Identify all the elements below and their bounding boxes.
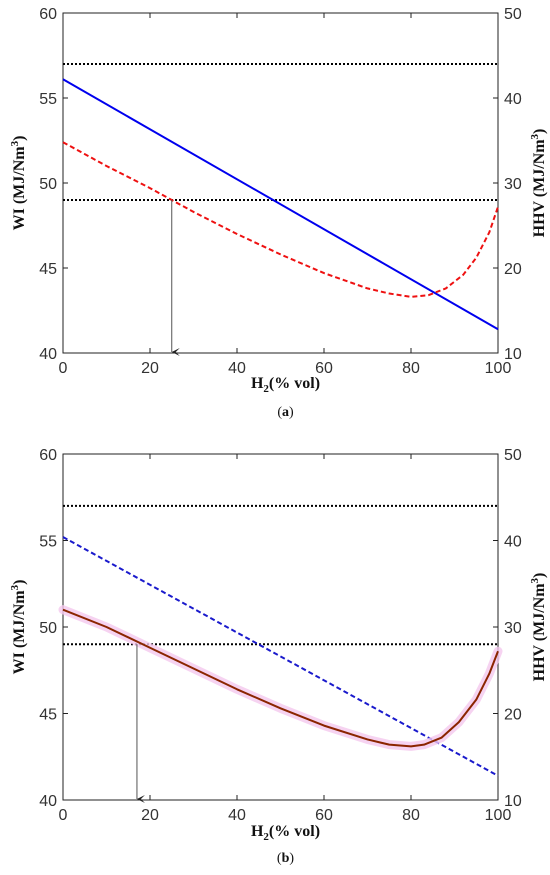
y-right-tick-label: 40 <box>504 534 522 551</box>
x-tick-label: 0 <box>59 807 68 824</box>
y-left-axis-title-main: WI (MJ/Nm <box>11 590 28 675</box>
x-axis-title: H2(% vol) <box>251 823 320 843</box>
y-left-axis-title-superscript: 3 <box>9 140 21 146</box>
y-left-axis-title-main: WI (MJ/Nm <box>11 146 28 231</box>
x-tick-label: 20 <box>141 360 159 377</box>
y-right-axis-title-main: HHV (MJ/Nm <box>531 583 548 682</box>
x-tick-label: 40 <box>228 807 246 824</box>
y-right-tick-label: 50 <box>504 6 522 23</box>
panel-caption-letter: b <box>282 851 290 866</box>
x-axis-title: H2(% vol) <box>251 375 320 395</box>
y-right-axis-title-superscript: 3 <box>529 577 541 583</box>
x-tick-label: 40 <box>228 360 246 377</box>
y-right-tick-label: 10 <box>504 793 522 810</box>
y-right-tick-label: 50 <box>504 447 522 464</box>
series-line-shadow <box>58 605 503 751</box>
x-axis-title-rest: (% vol) <box>269 823 320 840</box>
x-tick-label: 100 <box>485 807 512 824</box>
y-left-tick-label: 50 <box>39 176 57 193</box>
y-right-tick-label: 30 <box>504 620 522 637</box>
x-tick-label: 80 <box>402 807 420 824</box>
x-tick-label: 60 <box>315 360 333 377</box>
y-right-axis-title-close: ) <box>531 129 548 134</box>
y-left-tick-label: 40 <box>39 346 57 363</box>
panel-caption-letter: a <box>282 405 289 420</box>
series-line-0 <box>62 78 499 331</box>
x-tick-label: 100 <box>485 360 512 377</box>
y-right-tick-label: 40 <box>504 91 522 108</box>
y-right-tick-label: 30 <box>504 176 522 193</box>
y-right-axis-title-superscript: 3 <box>529 133 541 139</box>
panel-0: 0 20 40 60 80 100 40 45 50 55 60 10 20 30 40 50 H2(% vol… <box>9 6 548 420</box>
x-axis-title-main: H <box>251 375 264 392</box>
y-right-tick-label: 20 <box>504 261 522 278</box>
y-right-tick-label: 10 <box>504 346 522 363</box>
panel-caption-open: ( <box>277 851 282 866</box>
y-left-axis-title-close: ) <box>11 580 28 585</box>
y-right-axis-title-close: ) <box>531 573 548 578</box>
x-axis-title-rest: (% vol) <box>269 375 320 392</box>
y-right-axis-title: HHV (MJ/Nm3) <box>529 129 548 238</box>
y-left-tick-label: 50 <box>39 620 57 637</box>
x-axis-title-subscript: 2 <box>263 383 269 395</box>
y-left-axis-title: WI (MJ/Nm3) <box>9 580 28 675</box>
y-right-axis-title: HHV (MJ/Nm3) <box>529 573 548 682</box>
x-tick-label: 20 <box>141 807 159 824</box>
panel-caption-close: ) <box>289 405 294 420</box>
y-left-axis-title-superscript: 3 <box>9 584 21 590</box>
panel-caption: (a) <box>277 405 294 420</box>
y-left-tick-label: 45 <box>39 261 57 278</box>
y-left-axis-title-close: ) <box>11 136 28 141</box>
x-tick-label: 60 <box>315 807 333 824</box>
panel-caption: (b) <box>277 851 294 866</box>
x-tick-label: 0 <box>59 360 68 377</box>
x-tick-label: 80 <box>402 360 420 377</box>
y-right-tick-label: 20 <box>504 707 522 724</box>
y-left-tick-label: 40 <box>39 793 57 810</box>
y-right-axis-title-main: HHV (MJ/Nm <box>531 139 548 238</box>
y-left-tick-label: 60 <box>39 6 57 23</box>
x-axis-title-main: H <box>251 823 264 840</box>
series-line-0 <box>62 536 499 777</box>
y-left-tick-label: 55 <box>39 534 57 551</box>
y-left-axis-title: WI (MJ/Nm3) <box>9 136 28 231</box>
panel-1: 0 20 40 60 80 100 40 45 50 55 60 10 20 30 40 50 H2(% vol… <box>9 447 548 866</box>
y-left-tick-label: 60 <box>39 447 57 464</box>
panel-caption-close: ) <box>289 851 294 866</box>
y-left-tick-label: 45 <box>39 707 57 724</box>
panel-caption-open: ( <box>277 405 282 420</box>
y-left-tick-label: 55 <box>39 91 57 108</box>
x-axis-title-subscript: 2 <box>263 831 269 843</box>
series-line-1 <box>62 141 499 298</box>
series-line-1 <box>62 608 499 748</box>
